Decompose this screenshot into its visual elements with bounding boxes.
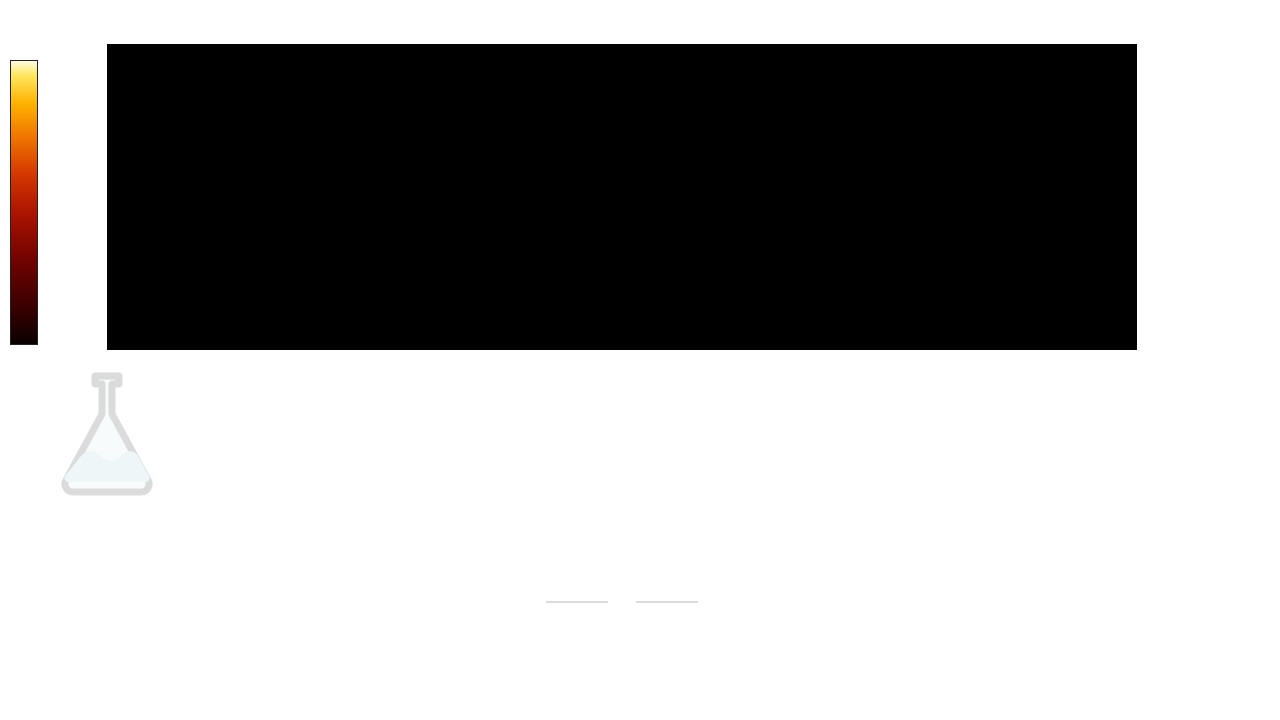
- watermark: [61, 370, 1137, 676]
- price-heatmap-chart: [107, 44, 1137, 350]
- cvd-chart: [61, 370, 1137, 676]
- watermark-rule-left: [546, 601, 608, 603]
- heatmap-canvas: [107, 44, 1137, 350]
- volume-colorbar: [10, 60, 38, 345]
- cvd-canvas: [107, 370, 1137, 676]
- watermark-rule-right: [636, 601, 698, 603]
- flask-icon: [61, 372, 153, 496]
